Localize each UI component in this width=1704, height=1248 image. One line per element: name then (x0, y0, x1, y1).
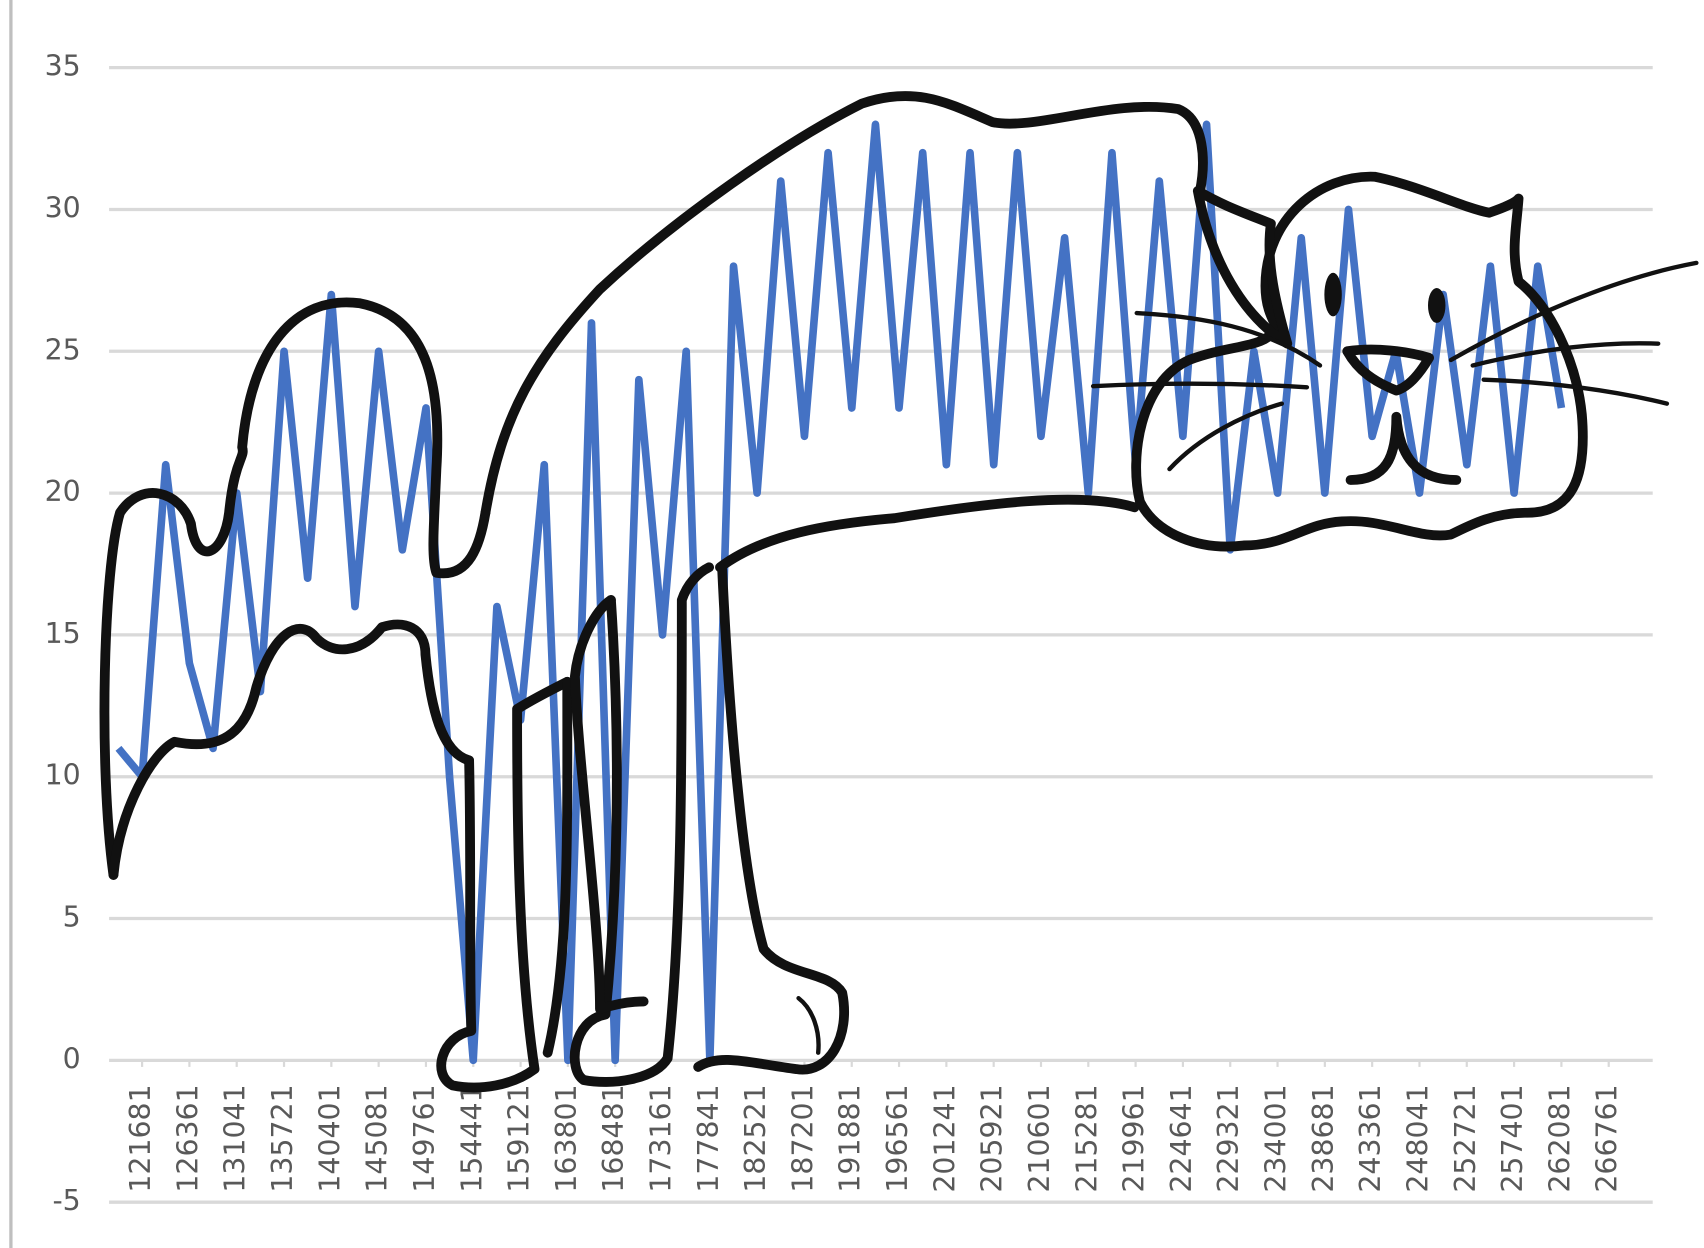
x-tick-label: 252721 (1449, 1084, 1482, 1192)
y-tick-label: 25 (45, 333, 81, 366)
x-tick-label: 187201 (786, 1084, 819, 1192)
x-tick-label: 219961 (1118, 1084, 1151, 1192)
x-tick-label: 201241 (928, 1084, 961, 1192)
y-tick-label: 20 (45, 475, 81, 508)
cat-back (480, 91, 1208, 518)
x-tick-label: 154441 (455, 1084, 488, 1192)
x-tick-label: 238681 (1307, 1084, 1340, 1192)
y-tick-label: 10 (45, 759, 81, 792)
x-tick-label: 248041 (1401, 1084, 1434, 1192)
x-tick-label: 126361 (171, 1084, 204, 1192)
x-tick-label: 229321 (1212, 1084, 1245, 1192)
x-tick-label: 266761 (1591, 1084, 1624, 1192)
y-tick-label: 35 (45, 50, 81, 83)
cat-whiskers (1090, 260, 1699, 472)
x-tick-label: 205921 (976, 1084, 1009, 1192)
y-tick-label: -5 (52, 1184, 80, 1217)
cat-belly (715, 494, 1140, 573)
x-tick-label: 210601 (1023, 1084, 1056, 1192)
axes: -5 0 5 10 15 20 25 30 35 121681 126361 131041 135721… (45, 50, 1653, 1217)
x-tick-label: 140401 (313, 1084, 346, 1192)
cat-leg-1 (436, 676, 573, 1093)
x-tick-label: 182521 (739, 1084, 772, 1192)
cat-leg-2 (542, 676, 573, 1058)
cat-eye (1324, 272, 1342, 317)
y-tick-label: 15 (45, 617, 81, 650)
cat-ear (1192, 186, 1293, 349)
x-tick-label: 135721 (266, 1084, 299, 1192)
x-tick-label: 131041 (219, 1084, 252, 1192)
cat-eye (1428, 288, 1446, 323)
x-tick-label: 262081 (1543, 1084, 1576, 1192)
y-tick-label: 0 (63, 1042, 81, 1075)
cat-paw-line (796, 996, 821, 1055)
cat-mouth (1345, 411, 1462, 485)
x-tick-label: 215281 (1070, 1084, 1103, 1192)
plot (115, 120, 1566, 1065)
cat-tail-inner (108, 619, 474, 880)
x-tick-label: 149761 (408, 1084, 441, 1192)
x-tick-label: 257401 (1496, 1084, 1529, 1192)
x-tick-label: 196561 (881, 1084, 914, 1192)
y-tick-label: 5 (63, 901, 81, 934)
cat-leg-3 (569, 562, 714, 1087)
x-tick-label: 177841 (692, 1084, 725, 1192)
y-tick-label: 30 (45, 191, 81, 224)
data-line (115, 120, 1566, 1065)
x-tick-label: 159121 (503, 1084, 536, 1192)
x-tick-label: 121681 (124, 1084, 157, 1192)
x-tick-label: 145081 (361, 1084, 394, 1192)
x-tick-label: 234001 (1260, 1084, 1293, 1192)
cat-drawing (99, 91, 1699, 1093)
x-tick-label: 173161 (645, 1084, 678, 1192)
cat-leg-4 (693, 564, 849, 1075)
x-tick-label: 243361 (1354, 1084, 1387, 1192)
x-tick-label: 163801 (550, 1084, 583, 1192)
x-tick-label: 191881 (834, 1084, 867, 1192)
cat-nose (1342, 344, 1434, 396)
x-tick-label: 224641 (1165, 1084, 1198, 1192)
cat-tail (99, 297, 491, 880)
x-tick-label: 168481 (597, 1084, 630, 1192)
cat-leg-3-front (570, 595, 649, 1014)
cat-head (1131, 171, 1588, 552)
